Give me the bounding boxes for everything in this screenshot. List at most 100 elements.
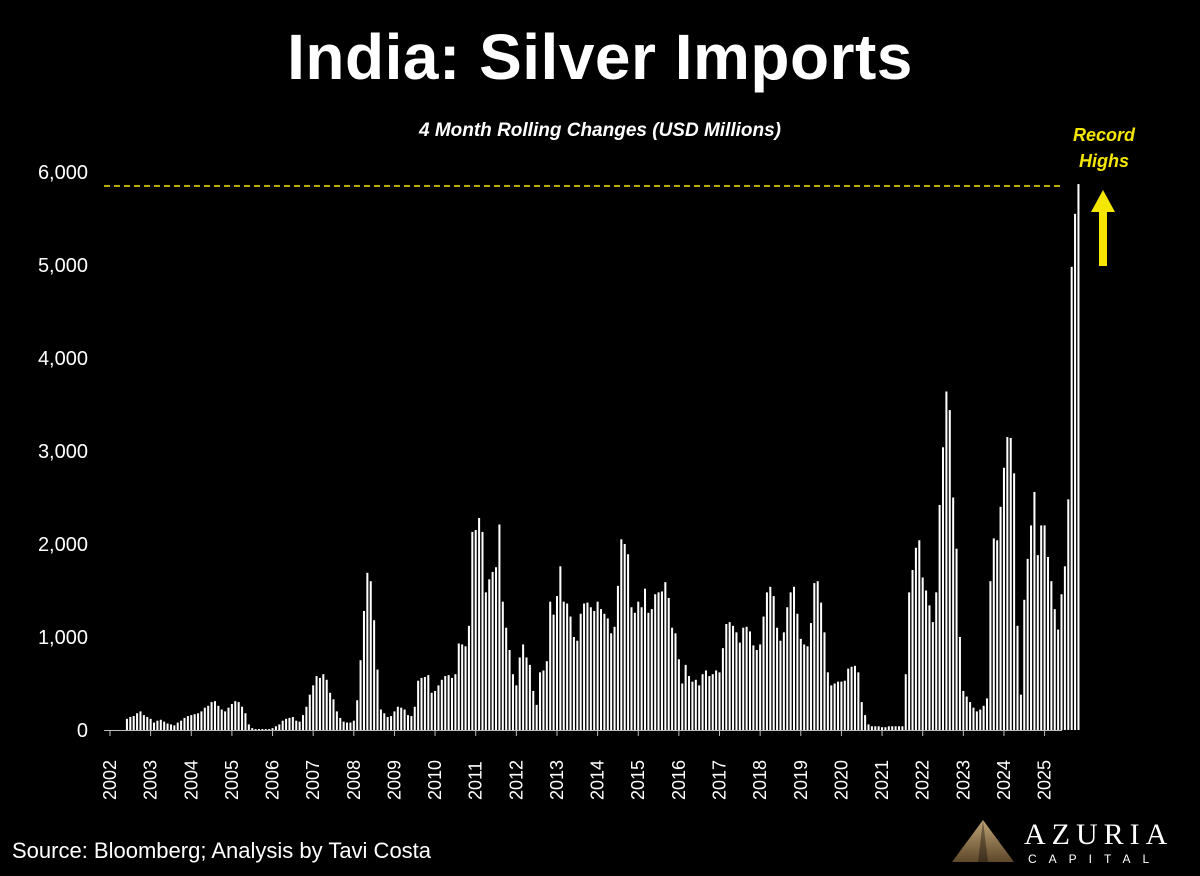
y-tick-label: 1,000	[38, 627, 88, 649]
bar	[396, 706, 399, 730]
bar	[664, 582, 667, 730]
bar	[508, 650, 511, 730]
bar	[691, 681, 694, 730]
bar	[738, 642, 741, 730]
bar	[867, 724, 870, 730]
bar	[410, 716, 413, 730]
bar	[826, 672, 829, 730]
bar	[671, 627, 674, 730]
x-axis: 2002 2003 2004 2005 2006 2007 2008 2009 2010 2011…	[100, 730, 1062, 800]
bar	[566, 603, 569, 730]
bar	[318, 677, 321, 730]
bar	[501, 601, 504, 730]
bar	[545, 661, 548, 730]
x-tick-label: 2015	[628, 760, 648, 800]
bar	[1050, 581, 1053, 730]
bar	[945, 391, 948, 730]
bar	[752, 645, 755, 730]
bar	[982, 705, 985, 730]
bar	[241, 706, 244, 730]
bar	[457, 643, 460, 730]
bar	[735, 632, 738, 730]
bar	[965, 696, 968, 730]
bar	[484, 592, 487, 730]
bar	[400, 707, 403, 730]
bar	[647, 612, 650, 730]
bar	[525, 657, 528, 730]
bar	[816, 581, 819, 730]
bar	[1057, 629, 1060, 730]
bar	[860, 702, 863, 730]
bar	[596, 601, 599, 730]
bar	[1060, 594, 1063, 730]
bar	[599, 609, 603, 730]
x-tick-label: 2008	[344, 760, 364, 800]
logo-subtitle: CAPITAL	[1028, 852, 1162, 866]
bar	[782, 632, 785, 730]
azuria-capital-logo: AZURIA CAPITAL	[948, 818, 1188, 868]
x-tick-label: 2017	[710, 760, 730, 800]
bar	[481, 531, 484, 730]
bar	[701, 674, 704, 730]
bar	[193, 714, 196, 730]
bar	[1067, 499, 1070, 730]
bar	[935, 592, 938, 730]
bar	[623, 544, 626, 730]
x-tick-label: 2007	[303, 760, 323, 800]
bar	[606, 618, 609, 730]
bar	[698, 685, 701, 730]
bar	[495, 567, 498, 730]
bar	[765, 592, 768, 730]
bar	[139, 711, 142, 730]
bar	[657, 592, 660, 730]
bar	[789, 592, 792, 730]
bar	[732, 625, 735, 730]
bar	[251, 728, 254, 730]
bar	[589, 607, 592, 730]
bar	[840, 681, 843, 730]
bar	[356, 700, 359, 730]
bar	[776, 627, 779, 730]
bar	[413, 706, 416, 730]
bar	[593, 610, 596, 730]
bar	[522, 644, 525, 730]
x-tick-label: 2012	[506, 760, 526, 800]
bar	[586, 602, 589, 730]
bar	[146, 716, 149, 730]
bar	[1040, 525, 1043, 730]
bar	[941, 447, 945, 730]
bar	[1002, 467, 1005, 730]
bar	[914, 547, 917, 730]
bar	[234, 701, 237, 730]
bar	[420, 677, 423, 730]
bar	[877, 726, 880, 730]
bar	[762, 616, 765, 730]
bar	[616, 585, 619, 730]
bar	[427, 675, 430, 730]
bar	[362, 610, 365, 730]
bar	[335, 711, 338, 730]
bar	[620, 539, 623, 730]
bar	[1063, 566, 1066, 730]
bar	[1043, 525, 1046, 730]
bar	[444, 676, 447, 730]
bar	[962, 690, 965, 730]
bar	[136, 713, 139, 730]
x-tick-label: 2002	[100, 760, 120, 800]
x-tick-label: 2014	[588, 760, 608, 800]
bar	[704, 670, 707, 730]
bar	[461, 644, 464, 730]
bar	[786, 607, 789, 730]
bar	[447, 675, 450, 730]
bar	[850, 666, 853, 730]
bar	[579, 613, 582, 730]
x-tick-label: 2004	[181, 760, 201, 800]
bar	[406, 715, 409, 730]
x-tick-label: 2010	[425, 760, 445, 800]
chart-subtitle: 4 Month Rolling Changes (USD Millions)	[418, 120, 782, 141]
bar	[200, 711, 203, 730]
bar	[163, 721, 166, 730]
bar	[1074, 213, 1077, 731]
bar	[583, 603, 586, 730]
bar	[569, 616, 572, 730]
